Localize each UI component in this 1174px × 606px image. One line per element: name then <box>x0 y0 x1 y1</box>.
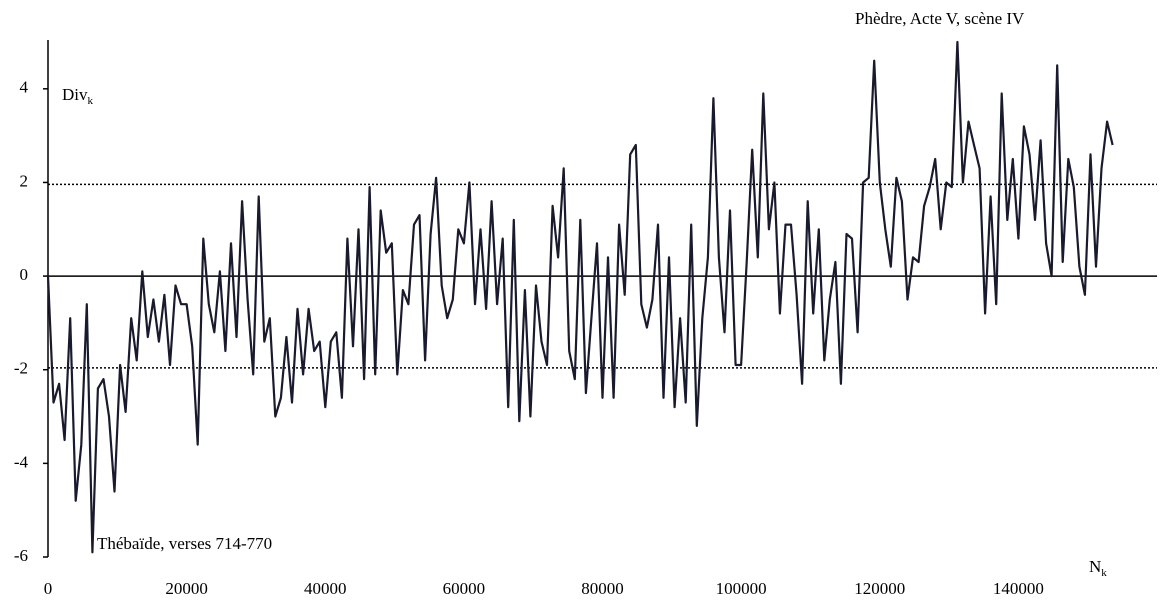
x-tick-label: 0 <box>44 579 53 598</box>
axis-label-subscript: k <box>1101 567 1107 579</box>
x-tick-label: 40000 <box>304 579 347 598</box>
y-tick-label: 2 <box>20 171 29 190</box>
axis-label-text: N <box>1089 557 1101 576</box>
x-tick-label: 140000 <box>993 579 1044 598</box>
y-tick-label: -2 <box>14 359 28 378</box>
x-tick-label: 80000 <box>581 579 624 598</box>
axis-label-text: Div <box>62 85 88 104</box>
x-tick-label: 120000 <box>854 579 905 598</box>
axis-label: Divk <box>62 85 94 107</box>
axis-label-subscript: k <box>88 95 94 107</box>
y-tick-label: 4 <box>20 78 29 97</box>
x-tick-label: 60000 <box>443 579 486 598</box>
annotation: Thébaïde, verses 714-770 <box>97 534 272 553</box>
y-tick-label: -6 <box>14 546 28 565</box>
x-tick-label: 100000 <box>716 579 767 598</box>
y-tick-label: -4 <box>14 452 29 471</box>
axis-label: Nk <box>1089 557 1107 579</box>
data-line <box>46 40 1114 554</box>
x-tick-label: 20000 <box>165 579 208 598</box>
annotation: Phèdre, Acte V, scène IV <box>855 9 1025 28</box>
y-tick-label: 0 <box>20 265 29 284</box>
